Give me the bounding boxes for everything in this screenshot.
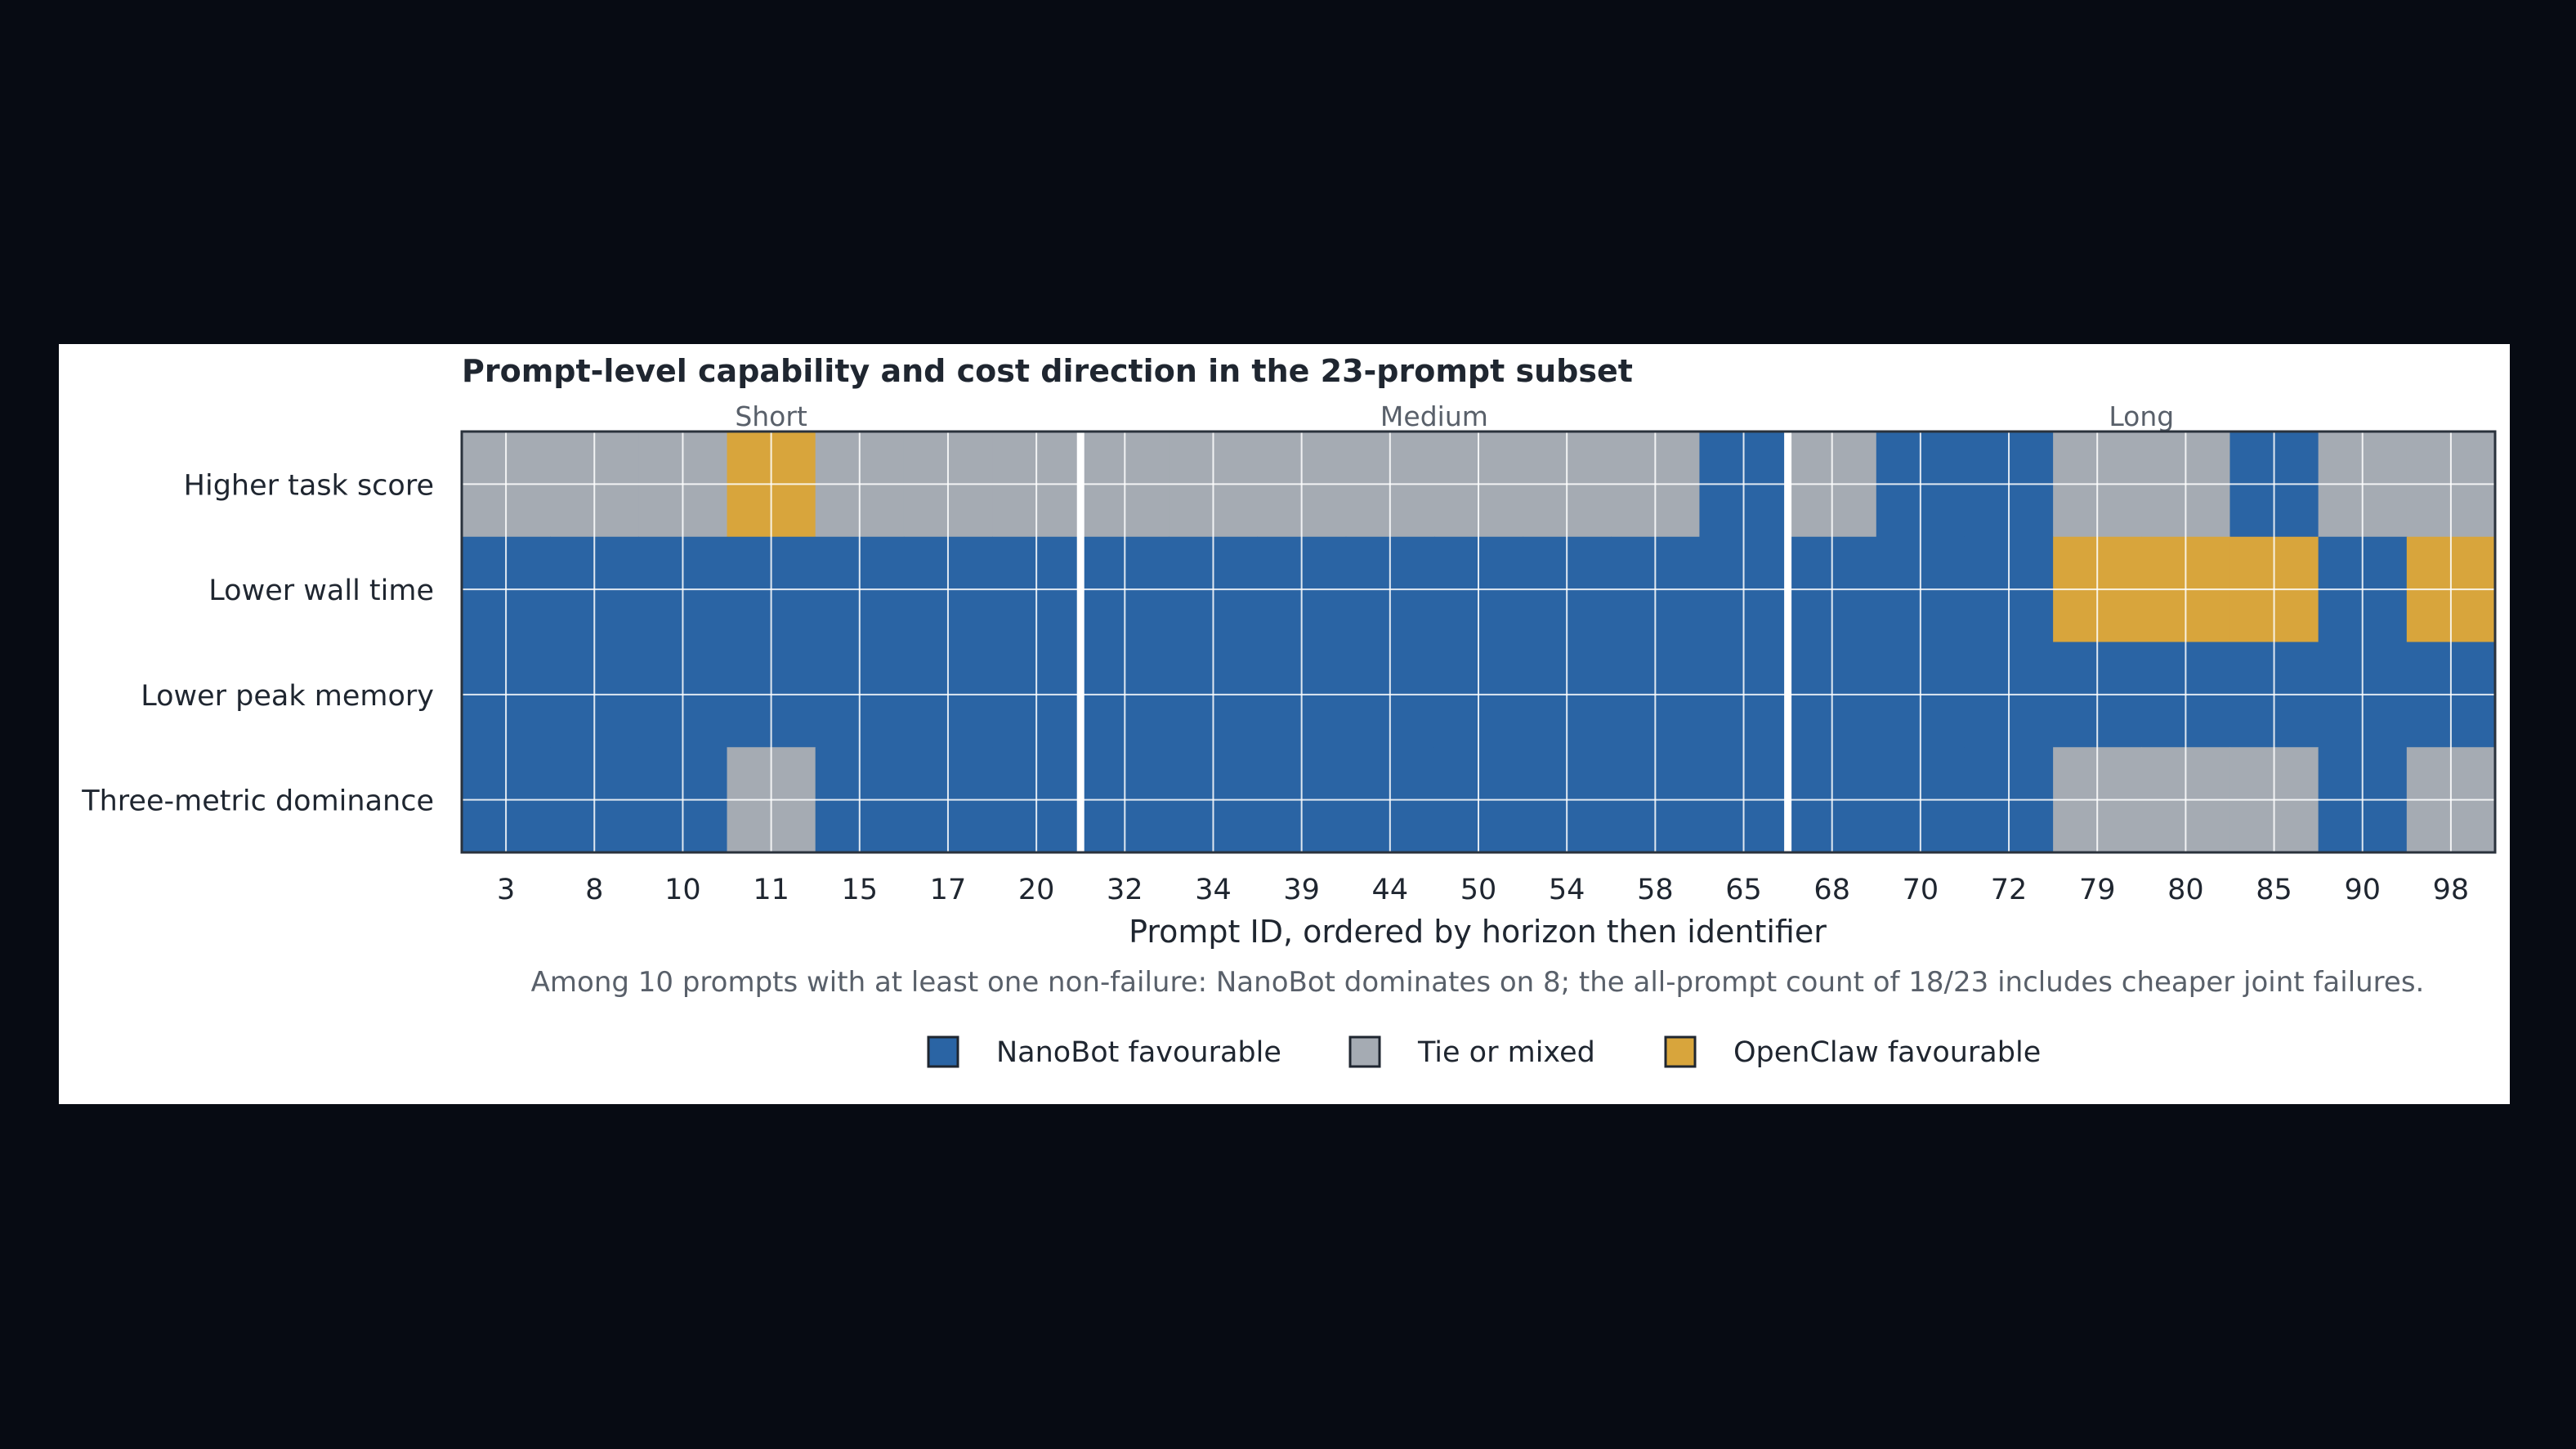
x-tick-label: 72 (1991, 874, 2028, 906)
chart-title: Prompt-level capability and cost directi… (462, 353, 1633, 389)
gridlines (462, 432, 2495, 852)
legend-swatch (927, 1035, 959, 1068)
x-tick-label: 39 (1283, 874, 1320, 906)
x-tick-label: 32 (1107, 874, 1143, 906)
x-tick-label: 15 (842, 874, 879, 906)
x-tick-label: 50 (1460, 874, 1497, 906)
x-tick-label: 11 (753, 874, 789, 906)
legend-swatch (1664, 1035, 1697, 1068)
row-label: Lower peak memory (141, 680, 434, 713)
row-label: Lower wall time (208, 575, 434, 607)
x-tick-label: 3 (497, 874, 515, 906)
horizon-group-labels: Short Medium Long (735, 400, 2174, 432)
legend-label: OpenClaw favourable (1733, 1036, 2041, 1069)
row-label: Higher task score (184, 469, 434, 502)
x-tick-label: 10 (664, 874, 701, 906)
x-tick-label: 54 (1549, 874, 1585, 906)
legend-label: Tie or mixed (1417, 1036, 1595, 1069)
x-tick-label: 58 (1637, 874, 1674, 906)
x-tick-label: 79 (2079, 874, 2116, 906)
row-labels: Higher task score Lower wall time Lower pe… (81, 469, 434, 817)
x-tick-label: 20 (1018, 874, 1055, 906)
horizon-separators (1076, 432, 1792, 852)
heatmap-chart: Prompt-level capability and cost directi… (81, 353, 2497, 1069)
plot-frame (460, 430, 2497, 854)
subset-note: Among 10 prompts with at least one non-f… (531, 966, 2425, 999)
x-tick-label: 65 (1725, 874, 1762, 906)
row-label: Three-metric dominance (81, 785, 434, 818)
x-tick-label: 68 (1813, 874, 1850, 906)
x-tick-label: 98 (2433, 874, 2470, 906)
x-tick-labels: 3 8 10 11 15 17 20 32 34 39 44 50 54 58 65 68 70 72 79 80 85… (497, 874, 2469, 906)
horizon-group-label: Medium (1380, 400, 1488, 432)
x-tick-label: 34 (1195, 874, 1232, 906)
legend-label: NanoBot favourable (996, 1036, 1281, 1069)
x-tick-label: 90 (2344, 874, 2381, 906)
figure-panel: Prompt-level capability and cost directi… (59, 344, 2510, 1104)
x-tick-label: 85 (2256, 874, 2292, 906)
x-tick-label: 80 (2167, 874, 2204, 906)
horizon-group-label: Short (735, 400, 807, 432)
horizon-group-label: Long (2109, 400, 2174, 432)
legend-swatch (1348, 1035, 1381, 1068)
x-axis-label: Prompt ID, ordered by horizon then ident… (1129, 914, 1827, 950)
x-tick-label: 70 (1903, 874, 1939, 906)
legend: NanoBot favourable Tie or mixed OpenClaw f… (927, 1035, 2041, 1069)
x-tick-label: 44 (1372, 874, 1409, 906)
x-tick-label: 17 (930, 874, 967, 906)
x-tick-label: 8 (585, 874, 603, 906)
